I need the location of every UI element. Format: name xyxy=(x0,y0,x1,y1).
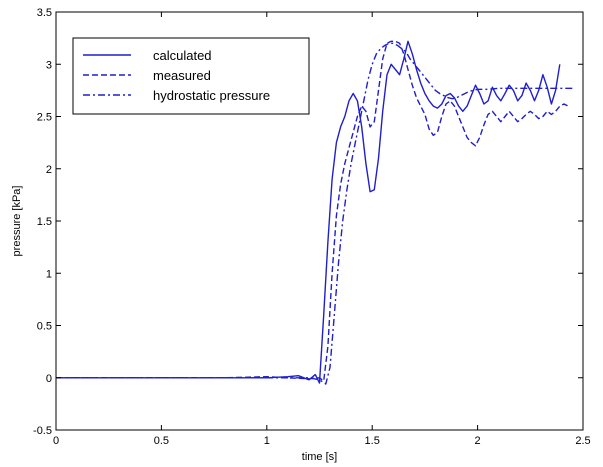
y-tick-label: 2 xyxy=(46,164,52,176)
x-tick-label: 0.5 xyxy=(154,435,169,447)
x-tick-label: 1.5 xyxy=(365,435,380,447)
legend: calculated measured hydrostatic pressure xyxy=(72,37,310,115)
x-tick-label: 1 xyxy=(264,435,270,447)
series-line-hydrostatic-pressure xyxy=(56,42,573,385)
x-tick-label: 2 xyxy=(475,435,481,447)
legend-label-measured: measured xyxy=(153,68,211,83)
y-ticks: -0.5 0 0.5 1 1.5 2 2.5 3 3.5 xyxy=(33,7,583,437)
y-tick-label: 1.5 xyxy=(37,216,52,228)
y-tick-label: -0.5 xyxy=(33,425,52,437)
series-layer xyxy=(56,40,573,385)
y-axis-label: pressure [kPa] xyxy=(11,186,23,257)
x-tick-label: 2.5 xyxy=(575,435,590,447)
legend-label-calculated: calculated xyxy=(153,48,212,63)
series-line-calculated xyxy=(56,40,561,384)
legend-box xyxy=(72,37,310,115)
x-tick-label: 0 xyxy=(53,435,59,447)
y-tick-label: 3.5 xyxy=(37,7,52,19)
y-tick-label: 3 xyxy=(46,59,52,71)
x-ticks: 0 0.5 1 1.5 2 2.5 xyxy=(53,12,591,447)
legend-label-hydrostatic-pressure: hydrostatic pressure xyxy=(153,88,270,103)
y-tick-label: 1 xyxy=(46,268,52,280)
y-tick-label: 0 xyxy=(46,373,52,385)
y-tick-label: 0.5 xyxy=(37,321,52,333)
y-tick-label: 2.5 xyxy=(37,112,52,124)
x-axis-label: time [s] xyxy=(302,451,337,463)
